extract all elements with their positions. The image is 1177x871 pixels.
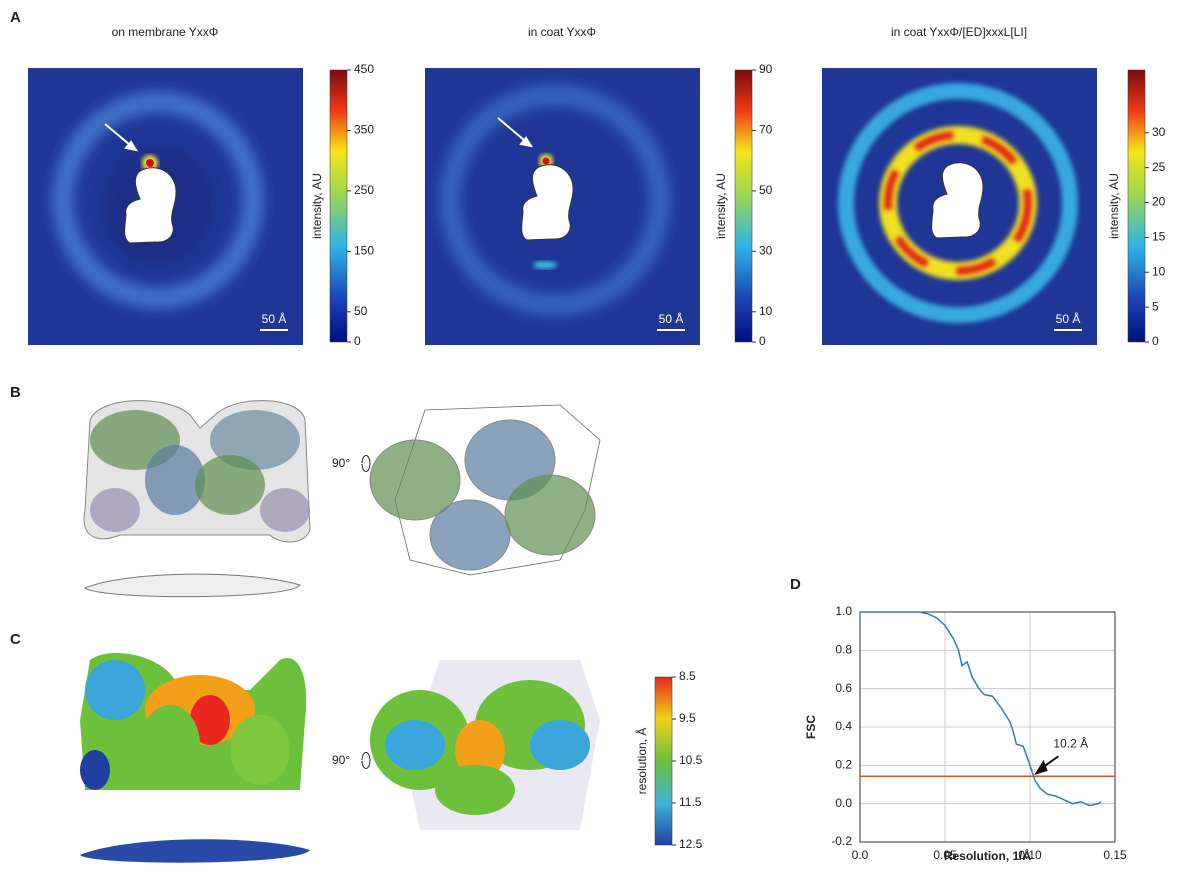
map-title: on membrane YxxΦ	[112, 25, 219, 39]
map-title: in coat YxxΦ/[ED]xxxL[LI]	[891, 25, 1027, 39]
fsc-curve	[860, 611, 1102, 807]
rotation-arrow	[361, 455, 371, 769]
panel-label: A	[10, 9, 21, 26]
colorbar-tick-label: 0	[759, 334, 766, 348]
scale-bar-label: 50 Å	[262, 311, 287, 326]
colorbar-tick-label: 150	[354, 244, 374, 258]
colorbar-tick-label: 50	[354, 304, 368, 318]
colorbar-tick-label: 30	[759, 244, 773, 258]
colorbar-tick-label: 0	[354, 334, 361, 348]
colorbar-tick-label: 20	[1152, 195, 1166, 209]
scale-bar-label: 50 Å	[1056, 311, 1081, 326]
x-tick-label: 0.0	[852, 848, 869, 862]
scale-bar-label: 50 Å	[659, 311, 684, 326]
colorbar-tick-label: 15	[1152, 230, 1166, 244]
colorbar-tick-label: 10	[1152, 264, 1166, 278]
colorbar-label: intensity, AU	[1107, 173, 1121, 239]
density-map	[28, 68, 303, 345]
y-tick-label: 0.0	[835, 796, 852, 810]
density-map	[425, 68, 700, 345]
y-tick-label: 0.8	[835, 643, 852, 657]
structure-render	[83, 400, 601, 598]
panel-label: B	[10, 384, 21, 401]
colorbar	[329, 69, 348, 343]
arrow	[104, 117, 534, 152]
annotation: 10.2 Å	[1053, 735, 1088, 750]
colorbar	[734, 69, 753, 343]
y-tick-label: 0.6	[835, 681, 852, 695]
colorbar-tick-label: 11.5	[679, 795, 702, 809]
colorbar-tick-label: 450	[354, 62, 374, 76]
resolution-render	[80, 652, 600, 863]
map-title: in coat YxxΦ	[528, 25, 596, 39]
plot-frame	[859, 611, 1116, 843]
x-axis-label: Resolution, 1/Å	[944, 848, 1032, 863]
panel-label: C	[10, 631, 21, 648]
colorbar-tick-label: 5	[1152, 299, 1159, 313]
colorbar-tick-label: 90	[759, 62, 773, 76]
colorbar-tick-label: 350	[354, 123, 374, 137]
y-tick-label: 0.2	[835, 758, 852, 772]
rotation-label: 90°	[332, 456, 350, 470]
y-tick-label: 0.4	[835, 719, 852, 733]
colorbar-tick-label: 10	[759, 304, 773, 318]
colorbar-tick-label: 12.5	[679, 837, 703, 851]
colorbar-label: intensity, AU	[310, 173, 324, 239]
colorbar-tick-label: 0	[1152, 334, 1159, 348]
colorbar-tick-label: 30	[1152, 125, 1166, 139]
colorbar-tick-label: 50	[759, 183, 773, 197]
y-tick-label: -0.2	[831, 834, 852, 848]
colorbar	[1127, 69, 1146, 343]
colorbar-label: intensity, AU	[714, 173, 728, 239]
colorbar-tick-label: 8.5	[679, 669, 696, 683]
y-tick-label: 1.0	[835, 604, 852, 618]
density-map	[822, 68, 1097, 345]
x-tick-label: 0.15	[1103, 848, 1127, 862]
annotation-arrow	[1034, 755, 1059, 775]
colorbar-tick-label: 10.5	[679, 753, 703, 767]
colorbar-label: resolution, Å	[634, 728, 649, 795]
colorbar-tick-label: 25	[1152, 160, 1166, 174]
colorbar-tick-label: 9.5	[679, 711, 696, 725]
colorbar-tick-label: 70	[759, 123, 773, 137]
y-axis-label: FSC	[804, 715, 818, 739]
colorbar-tick-label: 250	[354, 183, 374, 197]
colorbar	[654, 676, 673, 846]
panel-label: D	[790, 576, 801, 593]
rotation-label: 90°	[332, 753, 350, 767]
x-tick-label: 0.10	[1018, 848, 1042, 862]
x-tick-label: 0.05	[933, 848, 957, 862]
